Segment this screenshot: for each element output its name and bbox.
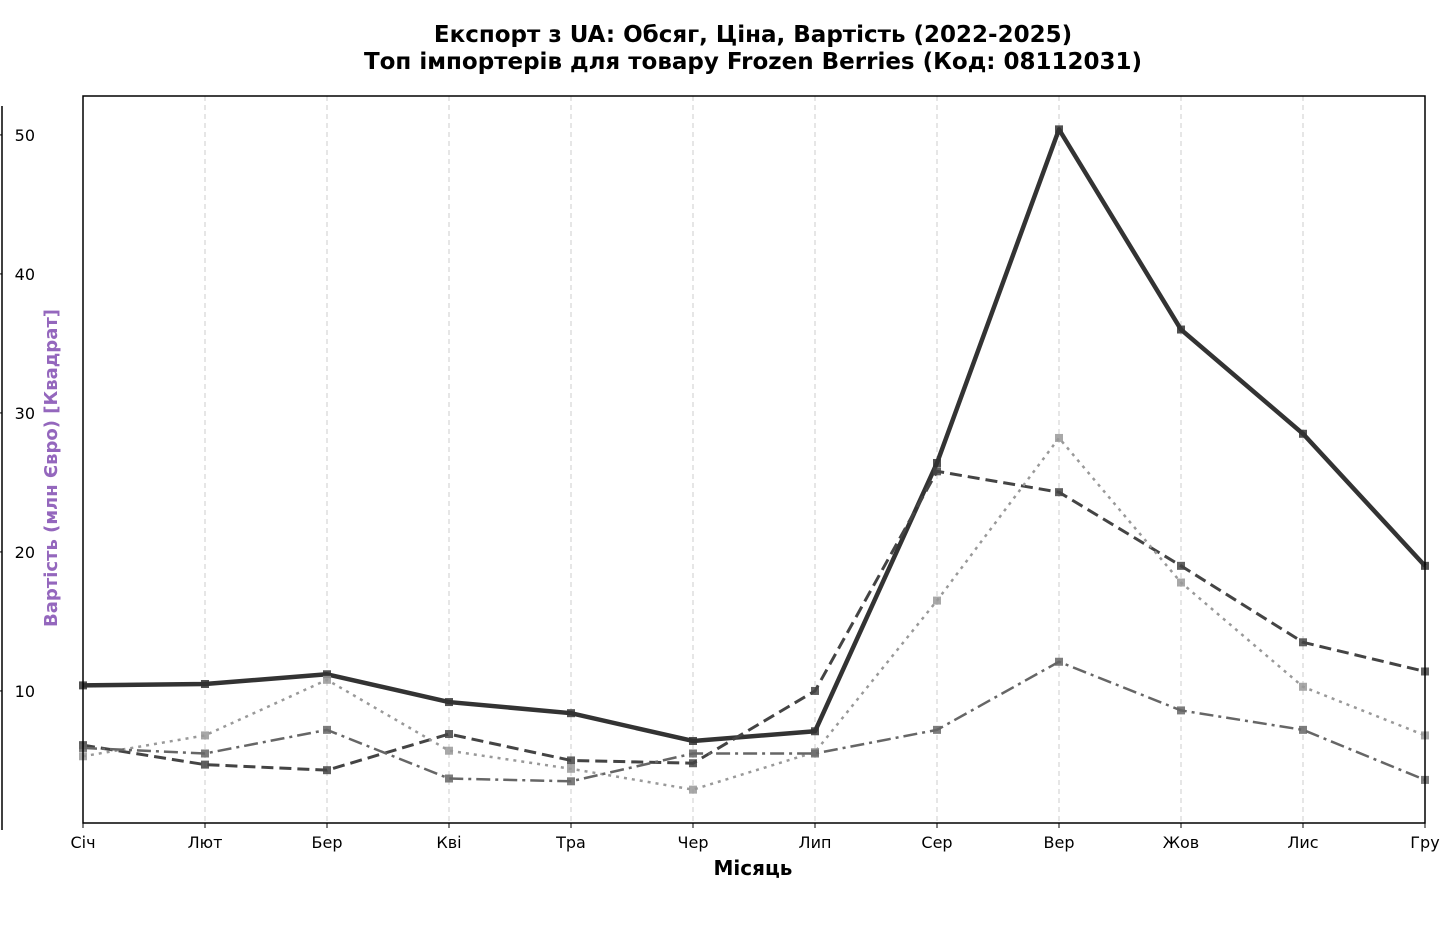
data-point	[567, 777, 575, 786]
data-point	[201, 679, 209, 688]
data-point	[201, 749, 209, 758]
data-point	[201, 760, 209, 769]
series-line	[82, 660, 1426, 783]
data-point	[1299, 725, 1307, 734]
x-tick-label: Січ	[70, 833, 95, 852]
data-point	[445, 698, 453, 707]
series-layer	[79, 125, 1429, 794]
data-point	[811, 749, 819, 758]
data-point	[323, 725, 331, 734]
y-tick-label: 30	[15, 404, 35, 423]
data-point	[811, 727, 819, 736]
data-point	[1299, 638, 1307, 647]
chart-title-line2: Топ імпортерів для товару Frozen Berries…	[364, 49, 1142, 75]
data-point	[689, 749, 697, 758]
data-point	[1055, 125, 1063, 134]
x-ticks: Січ Лют Бер Кві Тра Чер Лип Сер Вер Жов Лис Гру	[70, 823, 1440, 852]
series-1	[79, 125, 1429, 745]
x-axis-label: Місяць	[714, 856, 793, 880]
data-point	[201, 731, 209, 740]
x-tick-label: Тра	[555, 833, 586, 852]
y-tick-label: 20	[15, 543, 35, 562]
x-tick-label: Вер	[1044, 833, 1075, 852]
y-axis-label: Вартість (млн Євро) [Квадрат]	[41, 309, 62, 627]
data-point	[567, 709, 575, 718]
chart-title-line1: Експорт з UA: Обсяг, Ціна, Вартість (202…	[434, 22, 1072, 48]
data-point	[445, 774, 453, 783]
data-point	[323, 766, 331, 775]
y-tick-label: 10	[15, 682, 35, 701]
x-tick-label: Чер	[678, 833, 709, 852]
grid	[82, 96, 1426, 823]
series-2	[79, 467, 1429, 775]
x-tick-label: Сер	[921, 833, 952, 852]
series-line	[82, 469, 1426, 772]
data-point	[567, 756, 575, 765]
data-point	[1177, 706, 1185, 715]
data-point	[1299, 429, 1307, 438]
x-tick-label: Лис	[1287, 833, 1318, 852]
x-tick-label: Жов	[1163, 833, 1199, 852]
x-tick-label: Кві	[436, 833, 461, 852]
data-point	[1299, 682, 1307, 691]
x-tick-label: Лип	[799, 833, 832, 852]
data-point	[323, 675, 331, 684]
data-point	[811, 686, 819, 695]
x-tick-label: Гру	[1410, 833, 1439, 852]
data-point	[1055, 488, 1063, 497]
data-point	[1177, 578, 1185, 587]
data-point	[323, 670, 331, 679]
data-point	[933, 458, 941, 467]
data-point	[933, 467, 941, 476]
y-tick-label: 50	[15, 126, 35, 145]
y-tick-label: 40	[15, 265, 35, 284]
data-point	[689, 759, 697, 768]
y-ticks: 10 20 30 40 50	[0, 126, 35, 701]
data-point	[933, 596, 941, 605]
data-point	[1177, 325, 1185, 334]
data-point	[689, 785, 697, 794]
data-point	[689, 736, 697, 745]
data-point	[933, 725, 941, 734]
data-point	[1055, 657, 1063, 666]
x-tick-label: Бер	[312, 833, 343, 852]
data-point	[567, 764, 575, 773]
x-tick-label: Лют	[188, 833, 223, 852]
data-point	[445, 746, 453, 755]
data-point	[1177, 561, 1185, 570]
data-point	[1055, 433, 1063, 442]
data-point	[445, 730, 453, 739]
series-line	[82, 127, 1427, 744]
plot-frame	[82, 95, 1426, 824]
